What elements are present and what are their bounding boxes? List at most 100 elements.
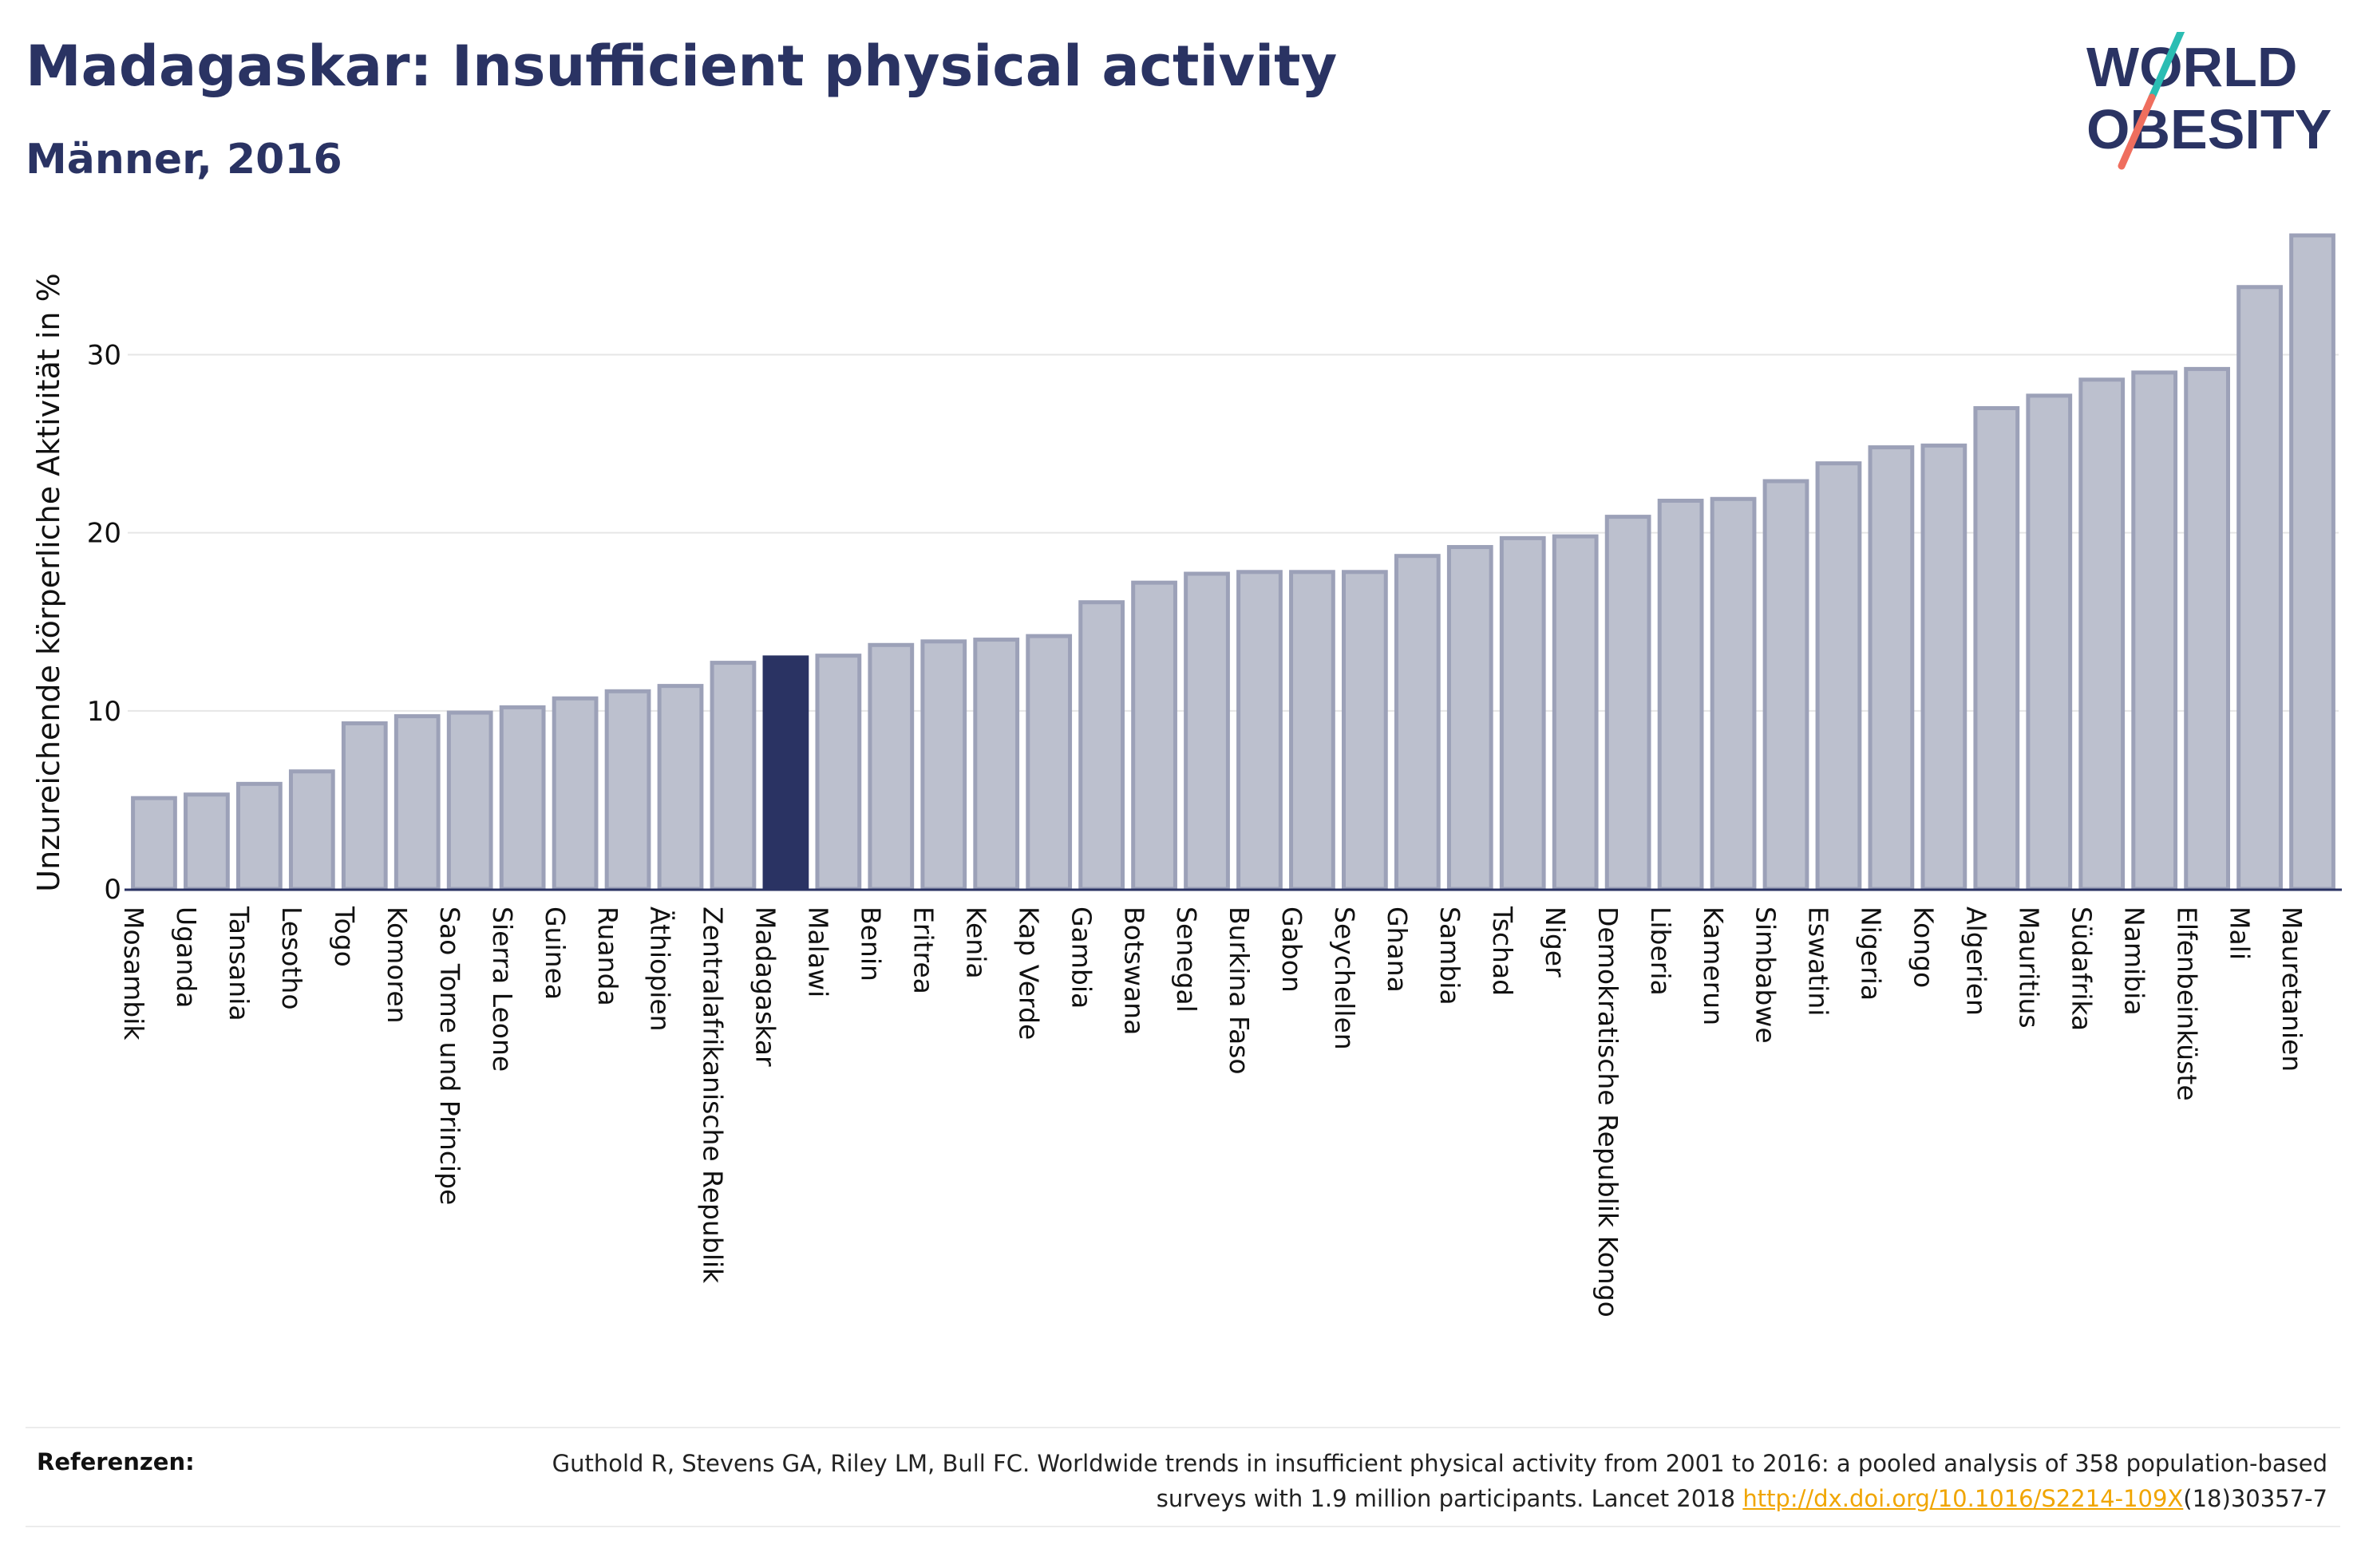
x-tick-label: Eswatini <box>1803 906 1834 1016</box>
references-citation: Guthold R, Stevens GA, Riley LM, Bull FC… <box>552 1450 2327 1512</box>
y-tick-label: 30 <box>87 340 121 372</box>
references-text: Guthold R, Stevens GA, Riley LM, Bull FC… <box>492 1446 2327 1516</box>
x-tick-label: Senegal <box>1171 906 1202 1013</box>
bar-elfenbeinküste[interactable] <box>2184 366 2230 891</box>
grid-lines <box>128 353 2339 712</box>
x-tick-label: Ghana <box>1382 906 1413 993</box>
bar-madagaskar[interactable] <box>762 655 809 891</box>
bar-mauritius[interactable] <box>2026 393 2073 891</box>
bar-ruanda[interactable] <box>604 689 651 891</box>
bar-eswatini[interactable] <box>1815 461 1862 891</box>
bar-sambia[interactable] <box>1446 545 1493 891</box>
x-tick-label: Nigeria <box>1856 906 1887 1001</box>
bar-senegal[interactable] <box>1184 571 1230 891</box>
x-tick-label: Liberia <box>1645 906 1676 996</box>
bar-komoren[interactable] <box>394 714 441 891</box>
x-tick-label: Komoren <box>382 906 413 1024</box>
bar-namibia[interactable] <box>2131 370 2178 891</box>
bar-kenia[interactable] <box>973 638 1020 891</box>
bar-guinea[interactable] <box>552 696 599 891</box>
x-tick-label: Sao Tome und Principe <box>434 906 465 1205</box>
x-tick-labels: Mosambik Uganda Tansania Lesotho Togo Komoren… <box>118 906 2308 1317</box>
x-tick-label: Algerien <box>1961 906 1992 1016</box>
x-tick-label: Sierra Leone <box>487 906 518 1072</box>
x-tick-label: Äthiopien <box>645 906 676 1032</box>
y-tick-label: 0 <box>104 874 121 906</box>
x-tick-label: Mauritius <box>2013 906 2044 1029</box>
bar-tansania[interactable] <box>236 781 283 891</box>
bar-gambia[interactable] <box>1078 600 1125 891</box>
x-tick-label: Ruanda <box>592 906 623 1006</box>
bar-kap-verde[interactable] <box>1026 634 1073 891</box>
bar-sierra-leone[interactable] <box>499 705 546 891</box>
bar-niger[interactable] <box>1552 534 1599 891</box>
x-tick-label: Eritrea <box>908 906 939 994</box>
logo-slash-bottom <box>2118 93 2156 170</box>
y-tick-labels: 0 10 20 30 <box>87 340 121 906</box>
x-tick-label: Mali <box>2224 906 2255 960</box>
bar-südafrika[interactable] <box>2078 377 2126 891</box>
bar-lesotho[interactable] <box>288 769 335 891</box>
x-tick-label: Seychellen <box>1329 906 1360 1050</box>
x-tick-label: Guinea <box>540 906 571 1000</box>
logo-slash-top <box>2148 32 2185 101</box>
y-axis-label: Unzureichende körperliche Aktivität in % <box>31 273 66 891</box>
logo-line1: WORLD <box>2086 36 2297 98</box>
bar-kongo[interactable] <box>1920 443 1968 891</box>
bar-benin[interactable] <box>868 642 915 891</box>
bar-mosambik[interactable] <box>131 796 177 891</box>
references-citation-suffix: (18)30357-7 <box>2183 1485 2327 1512</box>
x-tick-label: Kamerun <box>1698 906 1729 1025</box>
chart-title: Madagaskar: Insufficient physical activi… <box>26 34 1338 99</box>
bar-liberia[interactable] <box>1657 499 1704 891</box>
bar-nigeria[interactable] <box>1868 445 1915 891</box>
references-doi-link[interactable]: http://dx.doi.org/10.1016/S2214-109X <box>1742 1485 2184 1512</box>
x-tick-label: Kongo <box>1908 906 1940 988</box>
bar-sao-tome-und-principe[interactable] <box>446 710 493 891</box>
x-tick-label: Simbabwe <box>1750 906 1782 1044</box>
x-tick-label: Malawi <box>803 906 834 997</box>
bar-malawi[interactable] <box>815 654 862 891</box>
bar-seychellen[interactable] <box>1342 570 1388 891</box>
x-tick-label: Benin <box>856 906 887 981</box>
bar-kamerun[interactable] <box>1710 496 1757 891</box>
bar-demokratische-republik-kongo[interactable] <box>1604 515 1651 891</box>
bar-algerien[interactable] <box>1973 405 2020 891</box>
bars <box>131 233 2335 891</box>
bar-äthiopien[interactable] <box>657 684 704 891</box>
x-tick-label: Uganda <box>171 906 202 1008</box>
x-tick-label: Gambia <box>1066 906 1097 1009</box>
x-tick-label: Kenia <box>960 906 991 979</box>
bar-zentralafrikanische-republik[interactable] <box>710 661 757 891</box>
x-tick-label: Elfenbeinküste <box>2171 906 2202 1101</box>
references-label: Referenzen: <box>37 1448 195 1475</box>
x-tick-label: Tansania <box>223 906 255 1021</box>
x-tick-label: Kap Verde <box>1013 906 1044 1040</box>
x-tick-label: Lesotho <box>276 906 307 1010</box>
bar-ghana[interactable] <box>1394 554 1441 891</box>
bar-burkina-faso[interactable] <box>1236 570 1283 891</box>
bar-eritrea[interactable] <box>920 639 967 891</box>
x-tick-label: Sambia <box>1434 906 1465 1005</box>
bar-mauretanien[interactable] <box>2289 233 2335 891</box>
chart-subtitle: Männer, 2016 <box>26 136 342 184</box>
bar-tschad[interactable] <box>1499 535 1546 891</box>
bar-botswana[interactable] <box>1131 580 1177 891</box>
bar-gabon[interactable] <box>1289 570 1335 891</box>
bar-simbabwe[interactable] <box>1762 479 1809 891</box>
bar-togo[interactable] <box>341 721 388 891</box>
x-tick-label: Namibia <box>2118 906 2149 1016</box>
x-tick-label: Gabon <box>1276 906 1307 993</box>
bar-chart: 0 10 20 30 Mosambik Uganda Tansania Lesotho Tog… <box>31 233 2342 1317</box>
x-tick-label: Togo <box>329 906 360 967</box>
x-tick-label: Mosambik <box>118 906 149 1041</box>
y-tick-label: 20 <box>87 518 121 550</box>
references-divider-bottom <box>26 1526 2340 1527</box>
x-tick-label: Madagaskar <box>750 906 781 1067</box>
x-tick-label: Südafrika <box>2066 906 2097 1031</box>
world-obesity-logo: WORLD OBESITY <box>2086 32 2331 170</box>
bar-uganda[interactable] <box>184 792 230 891</box>
x-tick-label: Demokratische Republik Kongo <box>1592 906 1623 1317</box>
bar-mali[interactable] <box>2236 285 2283 891</box>
references-divider-top <box>26 1427 2340 1428</box>
